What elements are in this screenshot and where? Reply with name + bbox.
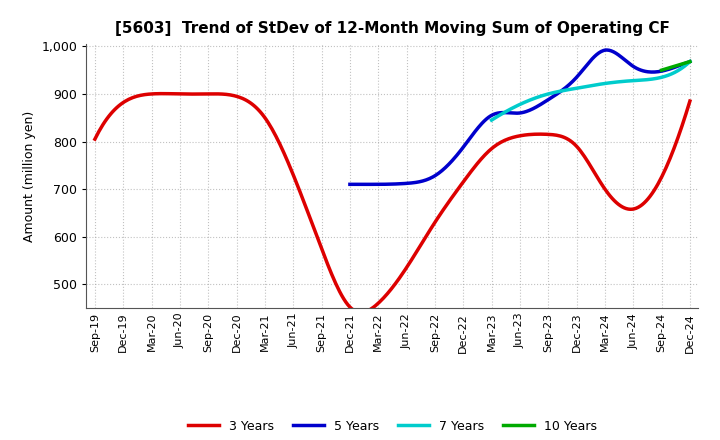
7 Years: [487, 117, 496, 123]
3 Years: [93, 132, 102, 138]
7 Years: [605, 80, 613, 85]
Line: 5 Years: 5 Years: [350, 50, 690, 184]
3 Years: [91, 136, 99, 142]
7 Years: [667, 71, 675, 77]
10 Years: [657, 67, 666, 73]
5 Years: [656, 69, 665, 74]
7 Years: [608, 80, 617, 85]
Line: 10 Years: 10 Years: [662, 62, 690, 70]
7 Years: [488, 117, 497, 122]
5 Years: [549, 94, 558, 99]
5 Years: [634, 67, 643, 72]
5 Years: [367, 182, 376, 187]
5 Years: [347, 182, 356, 187]
Y-axis label: Amount (million yen): Amount (million yen): [23, 110, 36, 242]
Line: 7 Years: 7 Years: [492, 62, 690, 120]
5 Years: [685, 59, 694, 64]
5 Years: [555, 90, 564, 95]
Title: [5603]  Trend of StDev of 12-Month Moving Sum of Operating CF: [5603] Trend of StDev of 12-Month Moving…: [115, 21, 670, 36]
7 Years: [685, 59, 694, 64]
3 Years: [634, 205, 642, 210]
5 Years: [346, 182, 354, 187]
5 Years: [548, 95, 557, 100]
3 Years: [449, 193, 457, 198]
3 Years: [158, 91, 167, 96]
3 Years: [459, 180, 467, 185]
5 Years: [603, 48, 611, 53]
Legend: 3 Years, 5 Years, 7 Years, 10 Years: 3 Years, 5 Years, 7 Years, 10 Years: [183, 414, 602, 437]
10 Years: [685, 59, 694, 64]
3 Years: [447, 196, 456, 201]
7 Years: [606, 80, 614, 85]
3 Years: [596, 180, 605, 185]
7 Years: [654, 75, 663, 81]
Line: 3 Years: 3 Years: [95, 94, 690, 312]
3 Years: [357, 310, 366, 315]
3 Years: [685, 99, 694, 104]
